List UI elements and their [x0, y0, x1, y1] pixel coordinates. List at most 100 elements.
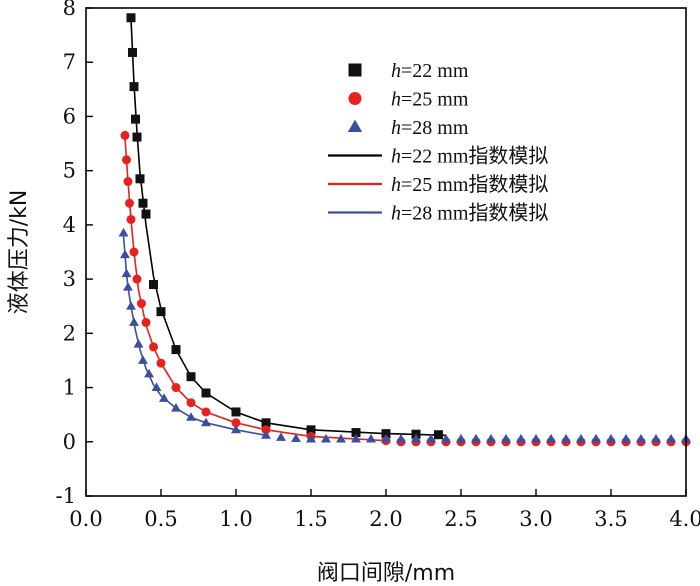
data-point [128, 47, 137, 57]
legend-label-text: =28 mm指数模拟 [401, 202, 548, 225]
x-tick-label: 2.5 [444, 507, 477, 531]
data-point [149, 280, 158, 290]
x-tick-label: 3.0 [519, 507, 552, 531]
data-point [171, 403, 181, 412]
data-point [132, 274, 142, 284]
data-point [486, 433, 496, 443]
data-point [636, 433, 646, 443]
data-point [135, 174, 145, 184]
x-tick-label: 0.5 [144, 507, 177, 531]
series-lines-layer [122, 18, 447, 442]
data-point [531, 433, 541, 443]
data-point [201, 388, 211, 398]
legend-label-variable: h [391, 146, 401, 168]
data-point [144, 368, 154, 378]
legend-label-text: =25 mm [401, 89, 469, 111]
legend-label-variable: h [391, 174, 401, 196]
data-point [351, 428, 361, 438]
data-point [606, 433, 616, 443]
data-point [336, 433, 346, 443]
data-point [171, 383, 181, 393]
y-tick-label: 7 [63, 50, 76, 74]
data-point [129, 247, 139, 257]
data-point [231, 418, 241, 428]
data-point [120, 249, 130, 259]
data-point [546, 433, 556, 443]
legend-item: h=25 mm [348, 89, 469, 111]
y-tick-label: 8 [63, 0, 76, 20]
legend-label-text: =25 mm指数模拟 [401, 173, 548, 196]
y-axis: -1 0 1 2 3 4 5 6 7 8 [56, 0, 93, 508]
legend-item: h=22 mm [348, 60, 469, 82]
y-axis-title: 液体压力/kN [7, 190, 32, 315]
data-point [441, 433, 451, 443]
legend-item: h=28 mm [347, 117, 469, 139]
data-point [137, 299, 146, 309]
x-tick-label: 1.5 [294, 507, 327, 531]
data-point [186, 398, 196, 408]
legend-label-variable: h [391, 89, 401, 111]
data-point [261, 430, 271, 439]
data-point [231, 424, 241, 434]
data-point [456, 433, 466, 443]
data-point [171, 345, 181, 355]
series-line-5 [122, 235, 267, 437]
y-tick-label: 3 [63, 267, 76, 291]
data-point [126, 13, 136, 23]
data-point [321, 433, 331, 443]
y-tick-label: 1 [63, 376, 76, 400]
y-tick-label: 5 [63, 159, 76, 183]
data-point [306, 433, 316, 443]
legend-label-variable: h [391, 60, 401, 82]
legend-item: h=22 mm指数模拟 [328, 145, 548, 168]
series-line-3 [130, 18, 447, 437]
data-point [666, 433, 676, 443]
data-point [149, 342, 158, 352]
data-point [186, 372, 196, 382]
data-point [426, 433, 436, 443]
x-tick-label: 0.0 [69, 507, 102, 531]
data-point [381, 433, 391, 443]
data-point [132, 132, 142, 142]
legend-label: h=22 mm [391, 60, 469, 82]
legend-label-text: =28 mm [401, 117, 469, 139]
data-point [126, 301, 136, 310]
data-point [138, 198, 148, 208]
y-tick-label: 2 [63, 321, 76, 345]
data-point [434, 430, 443, 440]
legend-label-variable: h [391, 203, 401, 225]
legend-label: h=28 mm指数模拟 [391, 202, 548, 225]
data-point [156, 358, 166, 368]
legend-label: h=22 mm指数模拟 [391, 145, 548, 168]
legend-marker-swatch [347, 119, 363, 132]
x-tick-label: 4.0 [669, 507, 700, 531]
x-tick-label: 2.0 [369, 507, 402, 531]
data-point [138, 355, 148, 364]
data-point [351, 433, 361, 443]
data-point [121, 268, 132, 278]
data-point [123, 177, 133, 187]
data-point [516, 433, 526, 443]
data-point [261, 418, 271, 428]
data-point [126, 214, 136, 224]
legend-item: h=25 mm指数模拟 [328, 173, 548, 196]
series-points-1 [120, 130, 391, 446]
data-point [129, 317, 139, 326]
y-tick-label: 4 [63, 213, 76, 237]
data-point [396, 433, 406, 443]
legend-label-text: =22 mm [401, 60, 469, 82]
legend-label: h=25 mm指数模拟 [391, 173, 548, 196]
legend-label: h=28 mm [391, 117, 469, 139]
data-point [122, 155, 131, 165]
y-tick-label: -1 [56, 484, 76, 508]
x-tick-label: 3.5 [594, 507, 627, 531]
series-points-2 [118, 227, 271, 439]
data-point [156, 307, 166, 317]
data-point [201, 417, 211, 427]
data-point [576, 433, 586, 443]
data-point [141, 317, 151, 327]
data-point [591, 433, 601, 443]
data-point [231, 407, 241, 417]
